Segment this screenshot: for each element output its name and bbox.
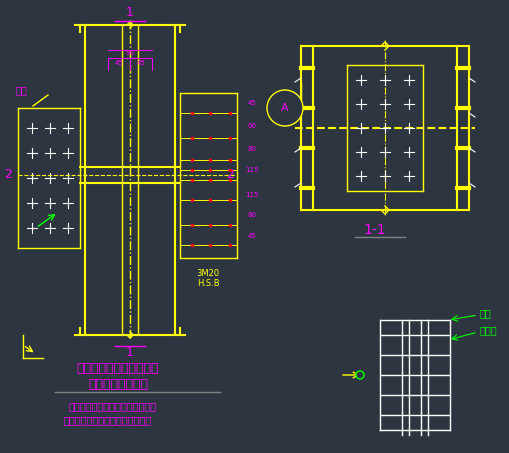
Text: A: A: [280, 103, 288, 113]
Circle shape: [267, 90, 302, 126]
Text: 3M20: 3M20: [196, 269, 219, 278]
Text: 45: 45: [136, 60, 145, 66]
Text: 45: 45: [247, 233, 256, 239]
Text: 耳板: 耳板: [479, 308, 491, 318]
Text: 45: 45: [247, 100, 256, 106]
Text: 接，腹板采用摩擦型高强螺栓连接: 接，腹板采用摩擦型高强螺栓连接: [64, 415, 152, 425]
Text: H.S.B: H.S.B: [196, 280, 219, 289]
Text: 45: 45: [115, 60, 123, 66]
Text: 1: 1: [126, 6, 134, 19]
Text: 工字形截面柱的工地拼接: 工字形截面柱的工地拼接: [76, 361, 159, 375]
Text: 80: 80: [247, 212, 256, 218]
Text: 80: 80: [247, 146, 256, 152]
Text: 2: 2: [4, 169, 12, 182]
Text: 1-1: 1-1: [363, 223, 385, 237]
Text: 2: 2: [225, 169, 234, 182]
Text: 90: 90: [125, 50, 134, 56]
Text: 耳板: 耳板: [16, 85, 27, 95]
Text: 115: 115: [245, 192, 258, 198]
Text: 翼缘采用全熔透的坡口对接焊缝连: 翼缘采用全熔透的坡口对接焊缝连: [69, 401, 157, 411]
Text: 及耳板的设置构造: 及耳板的设置构造: [88, 377, 148, 390]
Text: 115: 115: [245, 167, 258, 173]
Text: 连接板: 连接板: [479, 325, 497, 335]
Text: 60: 60: [247, 123, 256, 129]
Circle shape: [355, 371, 363, 379]
Text: 1: 1: [126, 347, 134, 360]
